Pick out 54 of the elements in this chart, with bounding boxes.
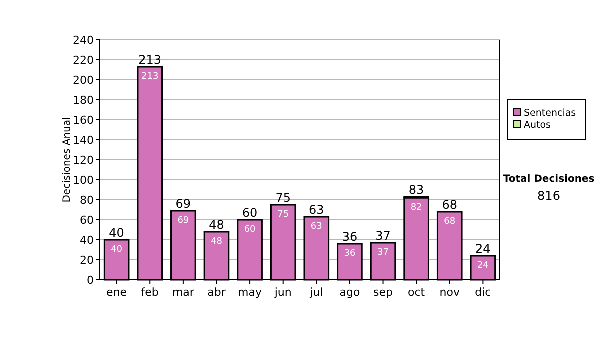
y-tick-label: 180	[73, 94, 94, 107]
y-axis-title: Decisiones Anual	[62, 117, 73, 203]
total-label: 68	[442, 198, 458, 212]
y-tick-label: 220	[73, 54, 94, 67]
data-label: 69	[178, 216, 190, 226]
total-label: 24	[476, 242, 491, 256]
data-label: 63	[310, 222, 322, 232]
x-tick-label: oct	[408, 286, 426, 299]
x-tick-label: nov	[440, 286, 460, 299]
total-label: 37	[376, 229, 391, 243]
legend-label: Autos	[524, 120, 552, 131]
y-tick-label: 160	[73, 114, 94, 127]
x-tick-label: ene	[106, 286, 128, 299]
total-label: 48	[209, 218, 224, 232]
total-label: 69	[176, 197, 192, 211]
x-tick-label: jun	[274, 286, 292, 299]
total-label: 40	[109, 226, 124, 240]
x-tick-label: ago	[340, 286, 360, 299]
data-label: 37	[378, 248, 389, 258]
total-label: 60	[242, 206, 258, 220]
data-label: 60	[244, 225, 256, 235]
data-label: 24	[477, 261, 490, 271]
text: 816	[538, 189, 560, 203]
total-label: 213	[138, 53, 162, 67]
data-label: 40	[111, 245, 123, 255]
x-tick-label: dic	[475, 286, 492, 299]
x-tick-label: jul	[309, 286, 324, 299]
data-label: 213	[142, 72, 159, 82]
x-tick-label: mar	[172, 286, 195, 299]
data-label: 68	[444, 217, 456, 227]
legend-label: Sentencias	[524, 108, 576, 119]
data-label: 48	[211, 237, 223, 247]
data-label: 36	[344, 249, 356, 259]
x-tick-label: may	[238, 286, 263, 299]
y-tick-label: 20	[80, 254, 94, 267]
x-tick-label: sep	[374, 286, 394, 299]
y-tick-label: 140	[73, 134, 94, 147]
total-label: 36	[342, 230, 358, 244]
total-label: 83	[408, 183, 424, 197]
total-label: 63	[309, 203, 324, 217]
data-label: 82	[410, 203, 422, 213]
total-label: 75	[276, 191, 291, 205]
y-tick-label: 60	[80, 214, 94, 227]
text: Total Decisiones	[503, 174, 595, 185]
y-tick-label: 80	[80, 194, 94, 207]
x-tick-label: feb	[141, 286, 159, 299]
y-tick-label: 40	[80, 234, 94, 247]
x-tick-label: abr	[208, 286, 226, 299]
y-tick-label: 100	[73, 174, 94, 187]
y-tick-label: 200	[73, 74, 94, 87]
y-tick-label: 0	[87, 274, 94, 287]
y-tick-label: 240	[73, 34, 94, 47]
y-tick-label: 120	[73, 154, 94, 167]
data-label: 75	[278, 210, 290, 220]
